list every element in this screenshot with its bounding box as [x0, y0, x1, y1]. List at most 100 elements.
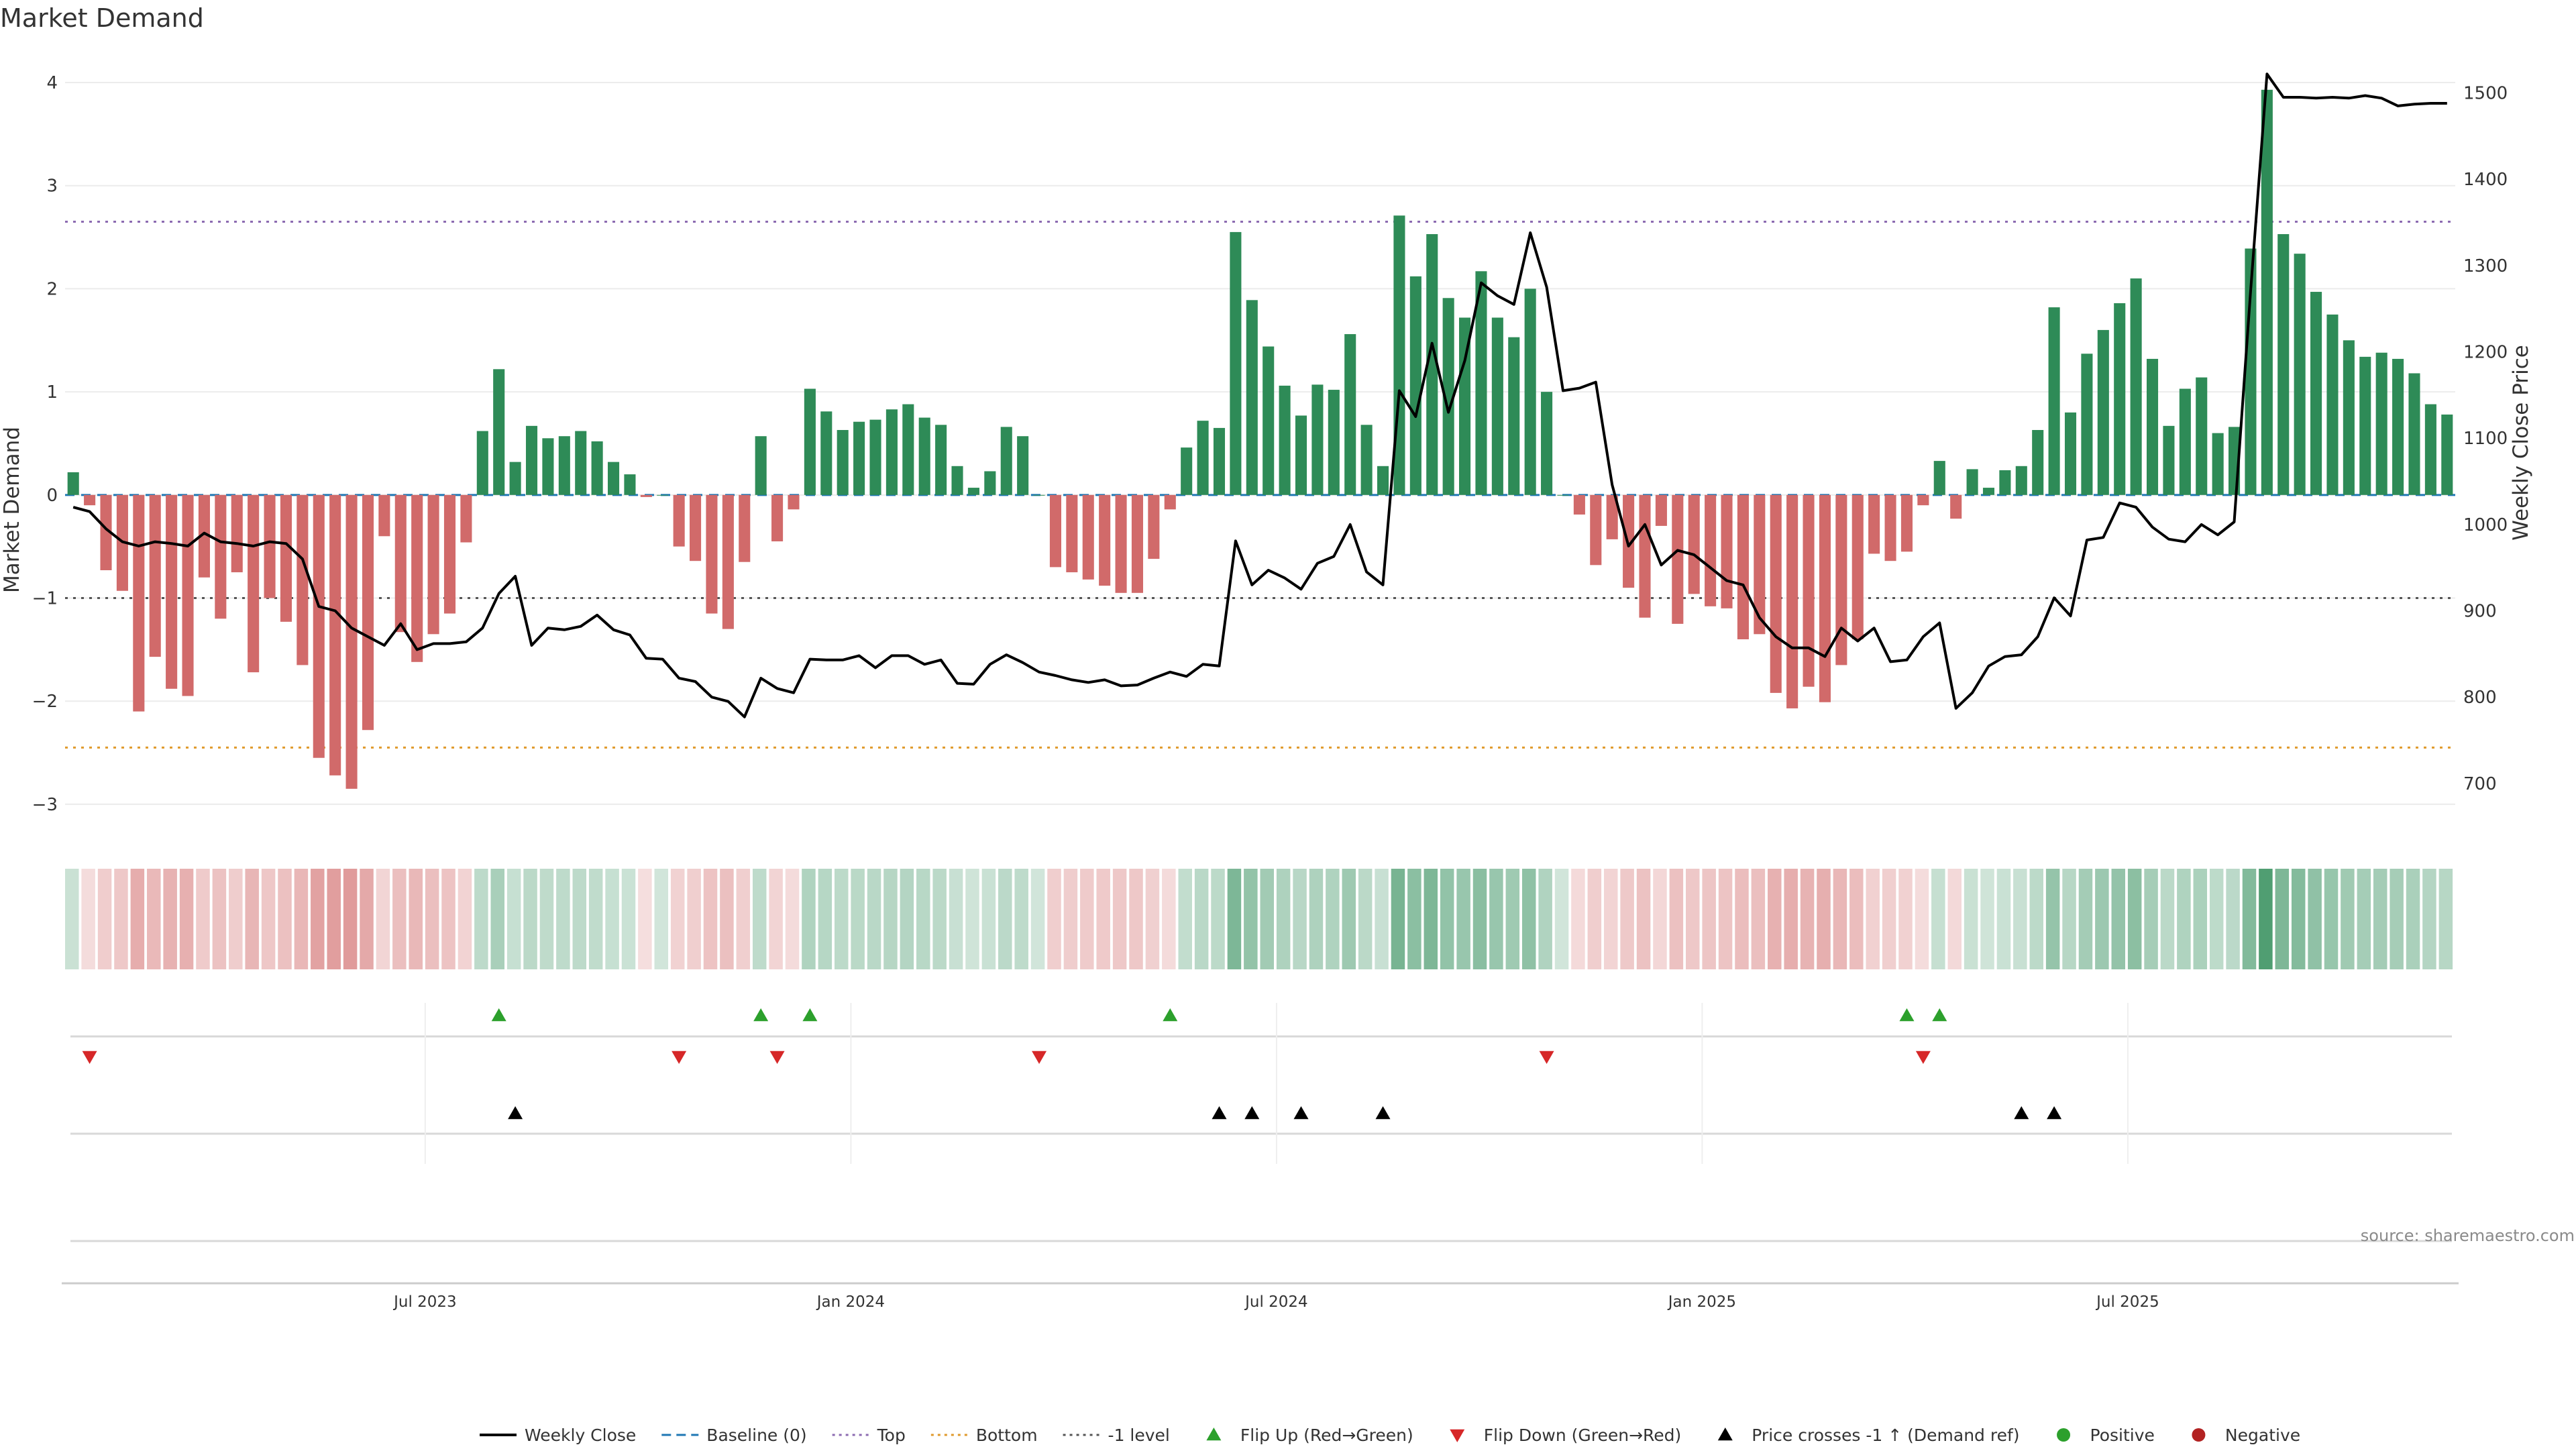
- flip-up-marker: [802, 1008, 818, 1022]
- price-cross-marker: [2014, 1106, 2029, 1120]
- demand-bar: [1082, 494, 1094, 580]
- regime-cell: [65, 869, 79, 969]
- regime-cell: [441, 869, 455, 969]
- regime-cell: [1538, 869, 1552, 969]
- demand-bars: [67, 89, 2453, 789]
- regime-cell: [2062, 869, 2076, 969]
- x-tick-label: Jul 2025: [2095, 1293, 2159, 1311]
- regime-cell: [1964, 869, 1978, 969]
- demand-bar: [1737, 494, 1749, 639]
- regime-cell: [2438, 869, 2453, 969]
- regime-cell: [2078, 869, 2093, 969]
- regime-cell: [2242, 869, 2257, 969]
- demand-bar: [182, 494, 194, 696]
- y-tick-label: −1: [32, 589, 58, 609]
- regime-cell: [81, 869, 95, 969]
- demand-bar: [2179, 388, 2191, 495]
- regime-cell: [1882, 869, 1896, 969]
- price-line: [72, 72, 2447, 718]
- regime-cell: [506, 869, 521, 969]
- regime-cell: [1571, 869, 1585, 969]
- legend-label: Baseline (0): [706, 1426, 806, 1445]
- regime-cell: [1833, 869, 1847, 969]
- y-tick-label: 0: [46, 486, 58, 506]
- demand-bar: [378, 494, 390, 537]
- regime-cell: [1244, 869, 1258, 969]
- regime-cell: [360, 869, 374, 969]
- demand-bar: [788, 494, 800, 510]
- y-tick-label: 1: [46, 382, 58, 402]
- demand-bar: [1933, 461, 1945, 495]
- y2-tick-label: 1300: [2463, 256, 2508, 276]
- demand-bar: [755, 436, 767, 495]
- price-cross-marker: [1212, 1106, 1227, 1120]
- demand-bar: [918, 417, 930, 495]
- regime-cell: [2308, 869, 2322, 969]
- demand-bar: [2146, 358, 2159, 495]
- regime-cell: [376, 869, 390, 969]
- regime-cell: [1554, 869, 1569, 969]
- demand-bar: [1950, 494, 1962, 519]
- demand-bar: [820, 411, 833, 495]
- regime-cell: [1653, 869, 1667, 969]
- demand-bar: [1344, 334, 1356, 495]
- regime-cell: [1620, 869, 1634, 969]
- regime-cell: [1276, 869, 1291, 969]
- regime-cell: [2193, 869, 2208, 969]
- regime-cell: [588, 869, 603, 969]
- demand-bar: [1295, 415, 1307, 495]
- demand-bar: [427, 494, 439, 635]
- regime-cell: [916, 869, 930, 969]
- demand-bar: [198, 494, 210, 578]
- price-cross-marker: [1293, 1106, 1309, 1120]
- flip-up-marker: [753, 1008, 769, 1022]
- regime-cell: [1866, 869, 1880, 969]
- flip-down-marker: [1915, 1051, 1931, 1064]
- y2-tick-label: 1100: [2463, 429, 2508, 449]
- reference-lines: [65, 221, 2455, 749]
- demand-bar: [2277, 233, 2290, 495]
- demand-bar: [607, 462, 620, 495]
- regime-cell: [1603, 869, 1618, 969]
- regime-cell: [2029, 869, 2043, 969]
- regime-cell: [1112, 869, 1127, 969]
- demand-bar: [1982, 488, 1995, 495]
- regime-cell: [834, 869, 849, 969]
- regime-cell: [1849, 869, 1864, 969]
- demand-bar: [2245, 248, 2257, 495]
- regime-cell: [130, 869, 145, 969]
- regime-cell: [1931, 869, 1945, 969]
- demand-bar: [1263, 346, 1275, 495]
- demand-bar: [2343, 340, 2355, 495]
- grid-lines: [65, 82, 2455, 805]
- demand-bar: [951, 466, 963, 495]
- demand-bar: [2196, 377, 2208, 495]
- demand-bar: [1688, 494, 1700, 594]
- regime-cell: [1735, 869, 1749, 969]
- regime-cell: [1375, 869, 1389, 969]
- regime-cell: [261, 869, 276, 969]
- demand-bar: [2130, 278, 2142, 495]
- regime-cell: [1718, 869, 1733, 969]
- demand-bar: [1311, 384, 1324, 495]
- regime-cell: [1047, 869, 1061, 969]
- regime-cell: [392, 869, 407, 969]
- y2-tick-label: 1400: [2463, 170, 2508, 190]
- demand-bar: [67, 472, 79, 495]
- regime-cell: [409, 869, 423, 969]
- regime-cell: [1014, 869, 1028, 969]
- legend-triangle-down-icon: [1450, 1429, 1465, 1442]
- regime-cell: [2144, 869, 2158, 969]
- demand-bar: [1328, 390, 1340, 495]
- demand-bar: [2032, 429, 2044, 495]
- regime-cell: [1456, 869, 1470, 969]
- demand-bar: [2359, 356, 2371, 495]
- demand-bar: [166, 494, 178, 689]
- demand-bar: [345, 494, 358, 789]
- regime-cell: [605, 869, 619, 969]
- regime-cell: [2160, 869, 2175, 969]
- demand-bar: [1246, 300, 1258, 495]
- regime-cell: [458, 869, 472, 969]
- demand-bar: [984, 471, 996, 495]
- demand-bar: [2212, 433, 2224, 495]
